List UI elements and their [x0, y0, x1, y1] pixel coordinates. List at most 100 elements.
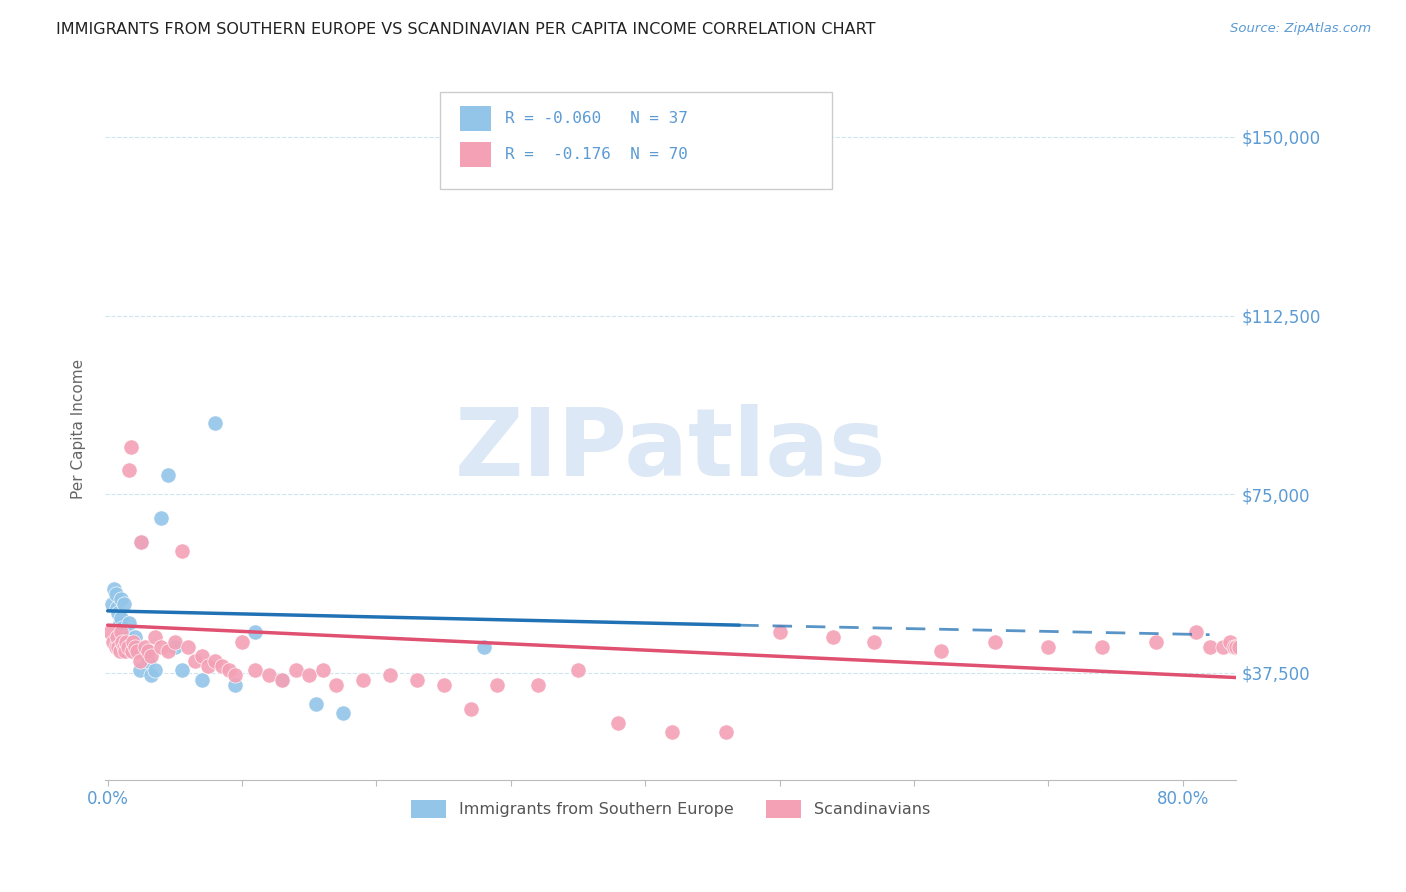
Point: [129, 534, 152, 549]
Point: [1212, 640, 1234, 654]
Point: [332, 706, 354, 721]
Point: [170, 664, 193, 678]
Point: [190, 649, 212, 664]
Point: [245, 664, 267, 678]
Point: [472, 640, 495, 654]
Point: [177, 640, 200, 654]
Point: [486, 678, 509, 692]
Point: [115, 635, 138, 649]
Point: [114, 625, 136, 640]
Point: [298, 668, 321, 682]
Point: [224, 668, 246, 682]
Point: [157, 644, 180, 658]
Point: [105, 630, 128, 644]
Point: [107, 607, 129, 621]
Point: [325, 678, 347, 692]
Point: [1144, 635, 1167, 649]
Point: [122, 644, 145, 658]
Point: [122, 635, 145, 649]
Point: [768, 625, 790, 640]
Point: [129, 664, 152, 678]
Point: [112, 597, 135, 611]
Point: [661, 725, 683, 739]
Point: [105, 601, 128, 615]
Point: [218, 664, 240, 678]
Point: [1198, 640, 1220, 654]
Point: [163, 640, 186, 654]
Point: [143, 630, 166, 644]
Point: [405, 673, 427, 687]
Point: [100, 597, 122, 611]
Point: [139, 649, 162, 664]
Point: [150, 511, 173, 525]
Point: [823, 630, 845, 644]
Point: [526, 678, 548, 692]
Point: [271, 673, 294, 687]
Point: [1225, 640, 1247, 654]
Point: [127, 640, 149, 654]
Point: [121, 640, 143, 654]
Point: [115, 635, 138, 649]
Point: [211, 658, 233, 673]
Point: [184, 654, 207, 668]
Point: [224, 678, 246, 692]
Point: [1223, 640, 1246, 654]
Point: [104, 640, 127, 654]
Point: [1227, 640, 1250, 654]
Text: IMMIGRANTS FROM SOUTHERN EUROPE VS SCANDINAVIAN PER CAPITA INCOME CORRELATION CH: IMMIGRANTS FROM SOUTHERN EUROPE VS SCAND…: [56, 22, 876, 37]
Point: [127, 644, 149, 658]
Point: [101, 635, 124, 649]
Legend: Immigrants from Southern Europe, Scandinavians: Immigrants from Southern Europe, Scandin…: [405, 793, 936, 825]
Point: [124, 630, 146, 644]
Y-axis label: Per Capita Income: Per Capita Income: [72, 359, 86, 499]
Point: [257, 668, 280, 682]
Point: [139, 668, 162, 682]
Point: [136, 644, 159, 658]
Point: [110, 611, 132, 625]
Point: [1219, 635, 1241, 649]
Point: [118, 463, 141, 477]
Point: [110, 625, 132, 640]
Point: [245, 625, 267, 640]
Point: [231, 635, 253, 649]
Point: [190, 673, 212, 687]
Point: [567, 664, 589, 678]
Point: [352, 673, 374, 687]
Point: [204, 654, 226, 668]
Point: [134, 644, 156, 658]
Point: [121, 644, 143, 658]
Point: [197, 658, 219, 673]
Point: [1091, 640, 1114, 654]
Point: [284, 664, 307, 678]
Point: [112, 640, 135, 654]
Point: [1185, 625, 1208, 640]
Point: [312, 664, 335, 678]
Point: [862, 635, 884, 649]
Point: [170, 544, 193, 558]
Point: [108, 644, 131, 658]
Point: [129, 654, 152, 668]
Point: [433, 678, 456, 692]
Point: [929, 644, 952, 658]
Text: Source: ZipAtlas.com: Source: ZipAtlas.com: [1230, 22, 1371, 36]
Point: [114, 644, 136, 658]
Point: [136, 654, 159, 668]
Point: [104, 587, 127, 601]
Point: [108, 615, 131, 630]
Point: [204, 416, 226, 430]
Point: [983, 635, 1005, 649]
Point: [143, 664, 166, 678]
Text: R = -0.060   N = 37: R = -0.060 N = 37: [505, 112, 688, 126]
Point: [460, 701, 482, 715]
Point: [134, 640, 156, 654]
Point: [118, 615, 141, 630]
Text: ZIPatlas: ZIPatlas: [456, 404, 886, 496]
Point: [103, 582, 125, 597]
Point: [98, 625, 121, 640]
Point: [124, 640, 146, 654]
Point: [111, 635, 134, 649]
Point: [129, 534, 152, 549]
Point: [378, 668, 401, 682]
Point: [117, 630, 139, 644]
Point: [271, 673, 294, 687]
